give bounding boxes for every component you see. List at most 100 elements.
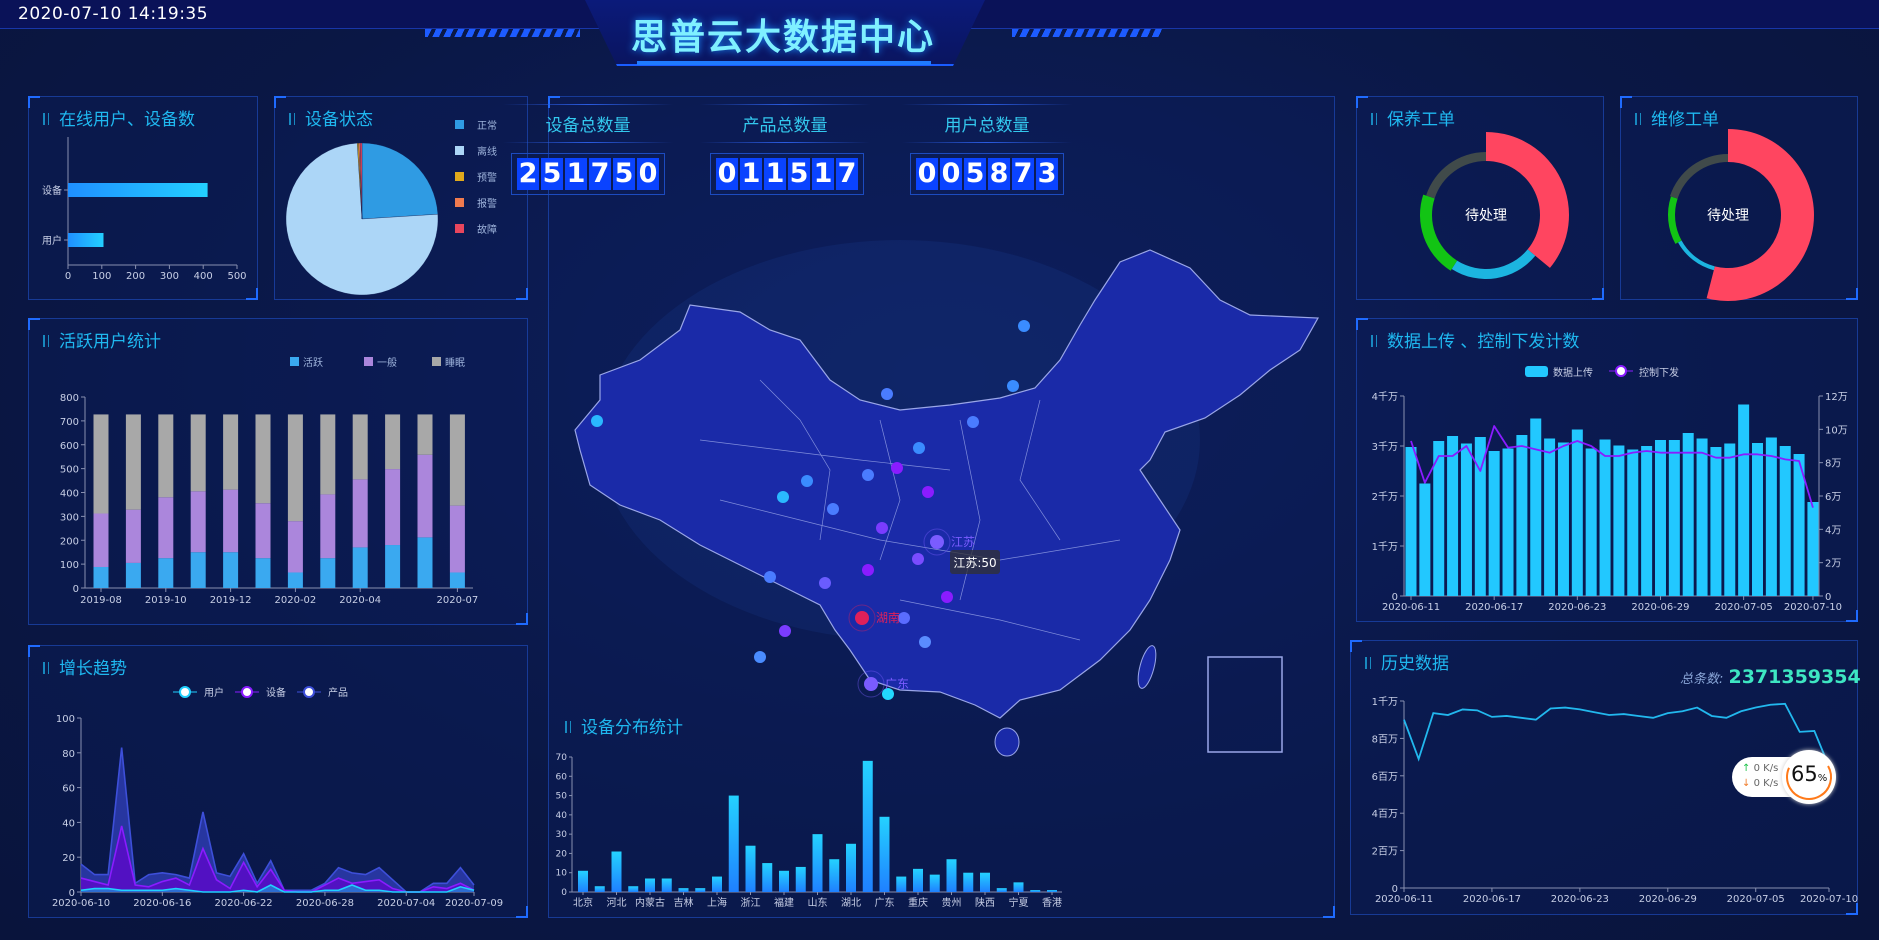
bar-upload	[1599, 439, 1611, 596]
x-tick-label: 2020-06-29	[1639, 894, 1697, 905]
x-tick-label: 香港	[1042, 897, 1062, 909]
x-tick-label: 2020-06-17	[1463, 894, 1521, 905]
panel-title: 历史数据	[1381, 654, 1449, 674]
y-tick-label-right: 4万	[1825, 525, 1841, 536]
repair-donut: 待处理	[1668, 129, 1815, 301]
bar-upload	[1516, 435, 1528, 596]
bar-9	[728, 795, 739, 892]
donut-segment	[1668, 196, 1682, 244]
y-tick-label-left: 2千万	[1372, 491, 1398, 503]
bar-upload	[1613, 445, 1625, 596]
x-tick-label: 2020-06-16	[133, 898, 191, 909]
y-tick-label: 0	[561, 888, 567, 898]
cpu-gauge[interactable]: 65%	[1782, 750, 1836, 804]
bar-19	[896, 876, 907, 892]
gauge-ring	[1786, 754, 1832, 800]
map-dot	[922, 486, 934, 498]
panel-title: 数据上传 、控制下发计数	[1387, 332, 1580, 352]
gauge-percent: 65	[1791, 762, 1818, 786]
x-tick-label: 2019-10	[145, 595, 187, 606]
panel-title: 设备分布统计	[581, 718, 683, 738]
bar-1	[594, 886, 605, 892]
x-tick-label: 北京	[573, 896, 593, 909]
bar-upload	[1557, 442, 1569, 596]
legend-swatch	[455, 120, 464, 129]
x-tick-label: 2020-06-11	[1375, 894, 1433, 905]
bar-睡眠-2019-11	[190, 414, 206, 492]
bar-5	[661, 878, 672, 892]
legend-marker	[241, 686, 253, 698]
bar-睡眠-2020-06	[417, 414, 433, 455]
province-borders	[699, 379, 1121, 641]
map-dot	[891, 462, 903, 474]
ripple-ring	[848, 604, 876, 632]
map-dot	[919, 636, 931, 648]
counter-digit: 7	[836, 158, 858, 190]
x-tick-label: 2020-07-10	[1784, 602, 1842, 613]
map-dot-highlight	[864, 677, 878, 691]
title-bars-icon	[1371, 335, 1377, 347]
bar-陕西	[980, 872, 990, 892]
counter-digit: 1	[565, 158, 587, 190]
legend-label: 设备	[266, 686, 286, 699]
title-bars-icon	[43, 662, 49, 674]
line-产品	[80, 747, 475, 893]
area-产品	[81, 747, 474, 892]
donut-segment	[1706, 129, 1815, 301]
x-tick-label: 浙江	[741, 897, 761, 909]
speed-unit: K/s	[1763, 778, 1779, 789]
bar-7	[695, 888, 706, 892]
bar-睡眠-2020-02	[287, 414, 303, 522]
bar-活跃-2020-05	[385, 545, 401, 588]
map-dot	[777, 491, 789, 503]
x-tick-label: 500	[227, 271, 246, 282]
bar-一般-2020-01	[255, 503, 271, 559]
y-tick-label: 0	[73, 584, 79, 595]
bar-活跃-2020-06	[417, 537, 433, 588]
bar-内蒙古	[645, 878, 655, 892]
map-dot	[967, 416, 979, 428]
legend-swatch	[432, 357, 441, 366]
y-tick-label: 2百万	[1372, 846, 1398, 858]
counter-digit: 7	[1012, 158, 1034, 190]
title-bars-icon	[43, 335, 49, 347]
panel-online: 在线用户、设备数	[28, 96, 258, 300]
legend-marker	[303, 686, 315, 698]
x-tick-label: 河北	[607, 897, 627, 909]
bar-浙江	[745, 845, 756, 892]
donut-segment	[1451, 249, 1536, 280]
bar-睡眠-2019-12	[223, 414, 239, 490]
bar-活跃-2019-10	[158, 558, 174, 588]
bar-一般-2019-10	[158, 497, 174, 559]
counter-digit: 0	[637, 158, 659, 190]
legend-label: 报警	[477, 197, 497, 210]
upload-arrow-icon: ↑	[1742, 763, 1751, 774]
legend-swatch	[290, 357, 299, 366]
active-users-chart: 0 100 200 300 400 500 600 700 800 2019-08 2019-10 2…	[60, 356, 479, 606]
bar-21	[929, 874, 940, 892]
donut-segment	[1669, 153, 1728, 199]
bar-睡眠-2020-01	[255, 414, 271, 504]
bar-upload	[1738, 404, 1750, 596]
legend-label: 正常	[477, 119, 497, 132]
x-tick-label: 400	[194, 271, 213, 282]
y-tick-label: 用户	[42, 234, 62, 247]
bar-upload	[1807, 502, 1819, 596]
x-tick-label: 2020-07	[437, 595, 479, 606]
y-tick-label: 600	[60, 441, 79, 452]
legend-swatch	[1525, 366, 1548, 377]
bar-贵州	[946, 859, 957, 892]
ripple-ring	[923, 528, 951, 556]
counter-label: 设备总数量	[545, 116, 631, 136]
x-tick-label: 2020-02	[275, 595, 317, 606]
bar-17	[862, 760, 873, 892]
upload-speed: 0	[1753, 763, 1760, 774]
bar-一般-2019-12	[223, 489, 239, 553]
legend-label: 活跃	[303, 357, 323, 369]
x-tick-label: 300	[160, 271, 179, 282]
